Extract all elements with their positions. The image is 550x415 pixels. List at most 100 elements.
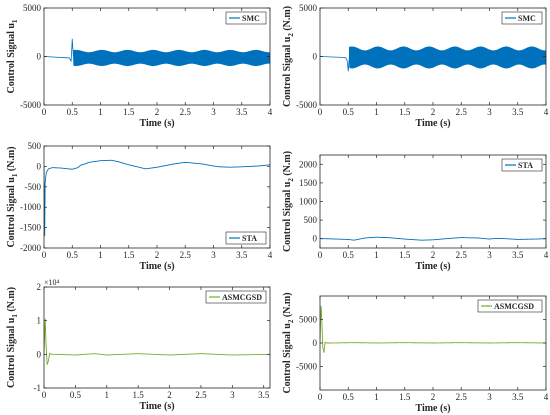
x-tick-label: 2	[155, 250, 160, 260]
x-tick-label: 4	[544, 107, 549, 117]
series-1	[320, 305, 546, 353]
x-axis-label: Time (s)	[415, 118, 450, 129]
y-axis-label: Control Signal u2 (N.m)	[282, 6, 295, 107]
y-tick-label: 1500	[299, 178, 318, 188]
y-axis-label: Control Signal u1	[6, 19, 19, 93]
x-axis-label: Time (s)	[415, 403, 450, 414]
series-1	[44, 38, 270, 67]
x-tick-label: 0	[318, 250, 323, 260]
y-tick-label: 5000	[299, 315, 318, 325]
x-tick-label: 3	[487, 250, 492, 260]
x-tick-label: 3.5	[512, 250, 524, 260]
x-tick-label: 3	[487, 392, 492, 402]
series-1	[44, 318, 270, 365]
legend: ASMCGSD	[477, 299, 543, 313]
y-tick-label: 2	[37, 282, 42, 292]
y-tick-label: 0	[313, 234, 318, 244]
x-tick-label: 1.5	[399, 107, 411, 117]
series-line-sta	[320, 236, 546, 241]
y-axis-label-subscript: 2	[287, 319, 295, 323]
x-axis-label: Time (s)	[415, 261, 450, 272]
x-tick-label: 1	[374, 250, 379, 260]
axes-frame	[43, 286, 271, 389]
x-tick-label: 0	[42, 107, 47, 117]
x-tick-label: 1	[374, 107, 379, 117]
x-tick-label: 2.5	[180, 107, 192, 117]
y-axis-label-unit: (N.m)	[282, 151, 293, 178]
series-line-asmcgsd	[320, 305, 546, 353]
x-tick-label: 0.5	[343, 392, 355, 402]
y-axis-label-main: Control Signal u	[282, 36, 293, 107]
legend-label: STA	[518, 161, 533, 170]
x-tick-label: 3.5	[258, 390, 270, 400]
series-1	[320, 236, 546, 241]
x-tick-label: 3.5	[512, 392, 524, 402]
y-axis-label-main: Control Signal u	[282, 181, 293, 252]
x-tick-label: 1.5	[133, 390, 145, 400]
y-tick-label: 0	[37, 52, 42, 62]
x-tick-label: 2	[155, 107, 160, 117]
x-tick-label: 0.5	[343, 107, 355, 117]
x-tick-label: 2.5	[180, 250, 192, 260]
y-axis-label-unit: (N.m)	[6, 287, 17, 314]
x-tick-label: 1.5	[123, 250, 135, 260]
y-tick-label: 1	[37, 316, 42, 326]
chart-panel-6: 0 0.5 1 1.5 2 2.5 3 3.5 4 -5000 0 5000 Time (s) Contr…	[282, 292, 549, 414]
x-tick-label: 3	[211, 107, 216, 117]
x-tick-label: 1	[105, 390, 110, 400]
series-line-asmcgsd	[44, 318, 270, 365]
y-axis-label-subscript: 2	[287, 33, 295, 37]
y-tick-label: 0	[37, 349, 42, 359]
legend-label: ASMCGSD	[494, 302, 534, 311]
legend-label: ASMCGSD	[222, 293, 262, 302]
legend: STA	[501, 158, 543, 172]
y-exponent-label: ×10⁴	[44, 278, 60, 287]
y-axis-label-subscript: 1	[11, 173, 19, 177]
x-axis-label: Time (s)	[139, 261, 174, 272]
y-axis-label-subscript: 1	[11, 19, 19, 23]
y-tick-label: -1000	[20, 202, 41, 212]
y-tick-label: -5000	[296, 362, 317, 372]
series-line-smc	[320, 46, 546, 72]
y-axis-label: Control Signal u1 (N.m)	[6, 146, 19, 247]
x-tick-label: 0	[318, 107, 323, 117]
x-tick-label: 1.5	[399, 250, 411, 260]
y-tick-label: 2000	[299, 159, 318, 169]
x-tick-label: 1	[374, 392, 379, 402]
legend-box	[205, 290, 267, 304]
legend-label: STA	[242, 234, 257, 243]
legend-box	[501, 158, 543, 172]
legend: SMC	[225, 11, 267, 25]
y-tick-label: 500	[304, 215, 318, 225]
legend-box	[477, 299, 543, 313]
x-tick-label: 1	[98, 250, 103, 260]
series-1	[320, 46, 546, 72]
legend: ASMCGSD	[205, 290, 267, 304]
y-axis-label-main: Control Signal u	[282, 323, 293, 394]
x-tick-label: 3.5	[236, 107, 248, 117]
chart-panel-4: 0 0.5 1 1.5 2 2.5 3 3.5 4 0 500 1000 1500 2000 Time (s…	[282, 151, 549, 272]
x-tick-label: 0.5	[343, 250, 355, 260]
y-tick-label: -5000	[20, 100, 41, 110]
y-tick-label: 0	[37, 161, 42, 171]
x-tick-label: 0	[318, 392, 323, 402]
y-axis-label-main: Control Signal u	[6, 317, 17, 388]
chart-panel-3: 0 0.5 1 1.5 2 2.5 3 3.5 4 -2000 -1500 -1000 -500 0 500…	[6, 141, 273, 272]
x-tick-label: 1.5	[123, 107, 135, 117]
y-axis-label-main: Control Signal u	[6, 177, 17, 248]
series-1	[44, 159, 270, 237]
y-tick-label: 0	[313, 52, 318, 62]
x-tick-label: 0.5	[67, 107, 79, 117]
legend: SMC	[501, 11, 543, 25]
y-axis-label: Control Signal u1 (N.m)	[6, 287, 19, 388]
legend-label: SMC	[518, 14, 536, 23]
legend-box	[225, 11, 267, 25]
x-tick-label: 2.5	[456, 107, 468, 117]
y-tick-label: 0	[313, 338, 318, 348]
legend-box	[225, 231, 267, 245]
y-tick-label: 5000	[23, 3, 42, 13]
x-tick-label: 2	[167, 390, 172, 400]
y-axis-label-unit: (N.m)	[282, 292, 293, 319]
